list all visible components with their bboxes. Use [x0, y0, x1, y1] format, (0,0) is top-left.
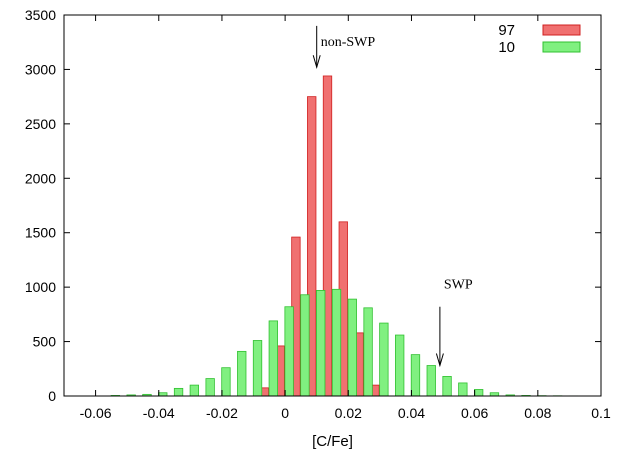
- bar-10-11: [284, 306, 294, 397]
- bar-10-10: [268, 320, 278, 397]
- bar-10-4: [173, 387, 184, 397]
- x-tick-label-5: 0.04: [398, 405, 425, 421]
- x-tick-label-3: 0: [281, 405, 289, 421]
- y-tick-label-1: 500: [33, 334, 57, 350]
- legend: 97 10: [498, 22, 581, 56]
- x-tick-label-2: -0.02: [206, 405, 238, 421]
- bar-10-18: [395, 334, 405, 397]
- ticks-layer: 0 500 1000 1500 2000 2500 3000 3500 -0.06 -0.04 -0…: [25, 7, 611, 421]
- bar-10-14: [331, 288, 342, 397]
- y-tick-label-0: 0: [48, 388, 56, 404]
- bar-10-8: [237, 350, 247, 397]
- bar-10-17: [379, 322, 389, 397]
- x-tick-label-4: 0.02: [335, 405, 362, 421]
- bar-10-9: [252, 340, 263, 397]
- non-swp-arrow-head: [312, 55, 321, 70]
- x-tick-label-6: 0.06: [461, 405, 488, 421]
- bar-10-15: [347, 298, 357, 397]
- bars-layer: [110, 75, 579, 397]
- swp-label: SWP: [444, 278, 473, 293]
- y-tick-label-3: 1500: [25, 225, 56, 241]
- legend-swatch-10: [542, 41, 581, 53]
- bar-10-16: [363, 307, 373, 397]
- y-tick-label-2: 1000: [25, 279, 56, 295]
- bar-10-5: [189, 384, 200, 397]
- bar-10-19: [410, 354, 421, 397]
- y-tick-label-6: 3000: [25, 61, 56, 77]
- y-tick-label-7: 3500: [25, 7, 56, 23]
- x-axis-label: [C/Fe]: [312, 433, 353, 450]
- bar-10-23: [473, 389, 484, 397]
- y-tick-label-4: 2000: [25, 170, 56, 186]
- bar-10-20: [426, 365, 436, 397]
- bar-10-6: [205, 378, 215, 397]
- swp-arrow-head: [435, 353, 444, 368]
- bar-10-21: [442, 376, 452, 397]
- axes-layer: [63, 14, 602, 397]
- y-tick-label-5: 2500: [25, 116, 56, 132]
- x-tick-label-0: -0.06: [80, 405, 112, 421]
- x-tick-label-1: -0.04: [143, 405, 175, 421]
- annotations-layer: non-SWP SWP: [312, 25, 473, 368]
- x-tick-label-8: 0.1: [591, 405, 611, 421]
- bar-10-12: [300, 294, 310, 397]
- bar-10-13: [316, 290, 326, 397]
- bar-10-7: [221, 367, 231, 397]
- x-tick-label-7: 0.08: [524, 405, 551, 421]
- bar-10-22: [458, 382, 468, 397]
- legend-label-10: 10: [498, 39, 515, 56]
- legend-swatch-97: [542, 24, 581, 36]
- non-swp-label: non-SWP: [321, 35, 376, 50]
- legend-label-97: 97: [498, 22, 515, 39]
- plot-frame: [63, 14, 602, 397]
